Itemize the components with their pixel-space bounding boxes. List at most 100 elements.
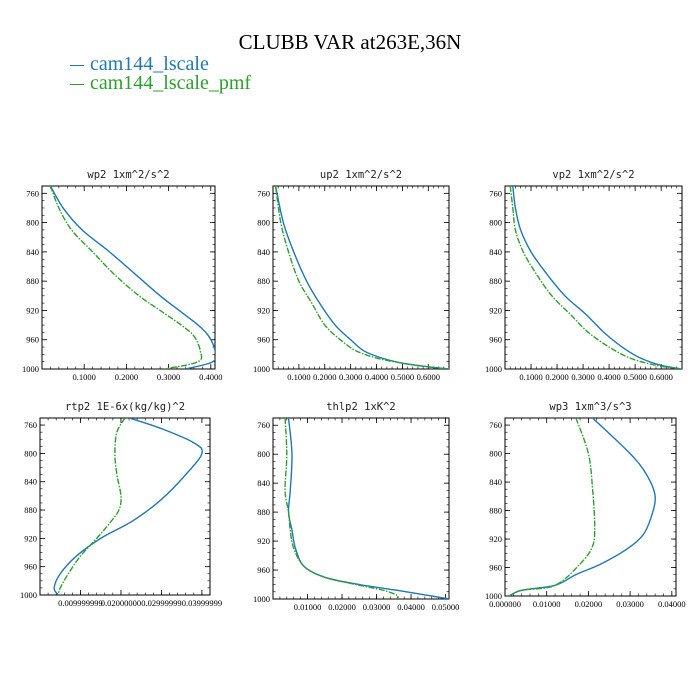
y-tick-label: 800 (257, 449, 270, 459)
y-tick-label: 800 (257, 218, 270, 228)
series-line-lscale (49, 186, 215, 369)
y-tick-label: 1000 (253, 594, 270, 604)
y-tick-label: 1000 (485, 591, 502, 601)
x-tick-label: 0.3000 (571, 372, 594, 382)
plot-frame (504, 185, 683, 370)
panel-thlp2: thlp2 1xK^2 760 800 840 880 920 960 1000 0.01000… (253, 401, 459, 612)
y-tick-label: 760 (489, 188, 502, 198)
series-line-lscale-pmf (49, 186, 203, 369)
legend-item-lscale: cam144_lscale (70, 53, 209, 76)
x-tick-label: 0.4000 (199, 372, 222, 382)
x-tick-label: 0.4000 (597, 372, 620, 382)
panel-title: thlp2 1xK^2 (326, 401, 396, 413)
x-tick-label: 0.1000 (287, 372, 310, 382)
y-tick-label: 800 (26, 218, 39, 228)
series-line-lscale-pmf (284, 418, 399, 599)
legend-item-lscale-pmf: cam144_lscale_pmf (70, 72, 251, 95)
y-tick-label: 880 (257, 276, 270, 286)
y-tick-label: 920 (26, 305, 39, 315)
x-tick-label: 0.03000 (363, 602, 391, 612)
panel-title: vp2 1xm^2/s^2 (552, 169, 634, 181)
y-tick-label: 800 (24, 448, 37, 458)
legend-line-lscale-pmf (70, 83, 84, 85)
y-tick-label: 840 (26, 247, 39, 257)
x-tick-label: 0.1000 (519, 372, 542, 382)
y-tick-label: 800 (489, 449, 502, 459)
legend-label-lscale-pmf: cam144_lscale_pmf (90, 72, 252, 94)
plot-frame (272, 417, 450, 600)
x-tick-label: 0.02000000 (101, 598, 141, 608)
panel-title: wp3 1xm^3/s^3 (549, 401, 631, 413)
panel-wp3: wp3 1xm^3/s^3 760 800 840 880 920 960 10000.000… (485, 401, 686, 609)
y-tick-label: 880 (489, 506, 502, 516)
y-tick-label: 920 (489, 534, 502, 544)
x-tick-label: 0.4000 (365, 372, 388, 382)
panel-wp2: wp2 1xm^2/s^2 760 800 840 880 920 960 1000 0.100… (22, 169, 222, 382)
x-tick-label: 0.03999999 (182, 598, 222, 608)
x-tick-label: 0.04000 (397, 602, 425, 612)
x-tick-label: 0.2000 (115, 372, 138, 382)
y-tick-label: 920 (24, 533, 37, 543)
legend-line-lscale (70, 64, 84, 66)
panel-title: rtp2 1E-6x(kg/kg)^2 (65, 401, 185, 413)
series-line-lscale-pmf (274, 186, 449, 369)
x-tick-label: 0.000000 (489, 599, 521, 609)
x-tick-label: 0.03000 (616, 599, 644, 609)
y-tick-label: 960 (257, 335, 270, 345)
series-line-lscale (508, 418, 656, 596)
x-tick-label: 0.01000 (533, 599, 561, 609)
series-line-lscale-pmf (508, 418, 596, 596)
y-tick-label: 760 (257, 188, 270, 198)
y-tick-label: 840 (257, 247, 270, 257)
y-tick-label: 920 (489, 305, 502, 315)
y-tick-label: 1000 (20, 590, 37, 600)
x-tick-label: 0.01000 (294, 602, 322, 612)
y-tick-label: 1000 (485, 364, 502, 374)
x-tick-label: 0.6000 (649, 372, 672, 382)
x-tick-label: 0.2000 (545, 372, 568, 382)
panel-title: wp2 1xm^2/s^2 (87, 169, 169, 181)
plot-frame (41, 185, 216, 370)
y-tick-label: 1000 (253, 364, 270, 374)
x-tick-label: 0.6000 (417, 372, 440, 382)
x-tick-label: 0.04000 (658, 599, 686, 609)
y-tick-label: 800 (489, 218, 502, 228)
x-tick-label: 0.02000 (328, 602, 356, 612)
panel-title: up2 1xm^2/s^2 (320, 169, 402, 181)
series-line-lscale-pmf (57, 418, 126, 595)
series-line-lscale (274, 186, 449, 369)
x-tick-label: 0.5000 (623, 372, 646, 382)
y-tick-label: 760 (24, 420, 37, 430)
x-tick-label: 0.3000 (157, 372, 180, 382)
y-tick-label: 960 (24, 562, 37, 572)
y-tick-label: 960 (26, 335, 39, 345)
y-tick-label: 760 (257, 420, 270, 430)
plot-frame (272, 185, 450, 370)
y-tick-label: 960 (257, 565, 270, 575)
x-tick-label: 0.009999999 (58, 598, 103, 608)
y-tick-label: 840 (24, 477, 37, 487)
series-line-lscale (512, 186, 682, 369)
legend-label-lscale: cam144_lscale (90, 53, 209, 75)
series-line-lscale (53, 418, 203, 595)
panel-rtp2: rtp2 1E-6x(kg/kg)^2 760 800 840 880 920 960 100… (20, 401, 222, 608)
y-tick-label: 1000 (22, 364, 39, 374)
y-tick-label: 840 (489, 477, 502, 487)
plot-frame (504, 417, 677, 597)
x-tick-label: 0.02000 (575, 599, 603, 609)
series-line-lscale (287, 418, 449, 599)
y-tick-label: 880 (24, 505, 37, 515)
series-line-lscale-pmf (509, 186, 682, 369)
x-tick-label: 0.05000 (432, 602, 460, 612)
x-tick-label: 0.3000 (339, 372, 362, 382)
panel-up2: up2 1xm^2/s^2 760 800 840 880 920 960 1000 0.100… (253, 169, 450, 382)
y-tick-label: 840 (489, 247, 502, 257)
y-tick-label: 920 (257, 305, 270, 315)
panel-vp2: vp2 1xm^2/s^2 760 800 840 880 920 960 1000 0.100… (485, 169, 683, 382)
y-tick-label: 960 (489, 335, 502, 345)
y-tick-label: 920 (257, 536, 270, 546)
y-tick-label: 880 (489, 276, 502, 286)
x-tick-label: 0.02999999 (141, 598, 181, 608)
x-tick-label: 0.5000 (391, 372, 414, 382)
